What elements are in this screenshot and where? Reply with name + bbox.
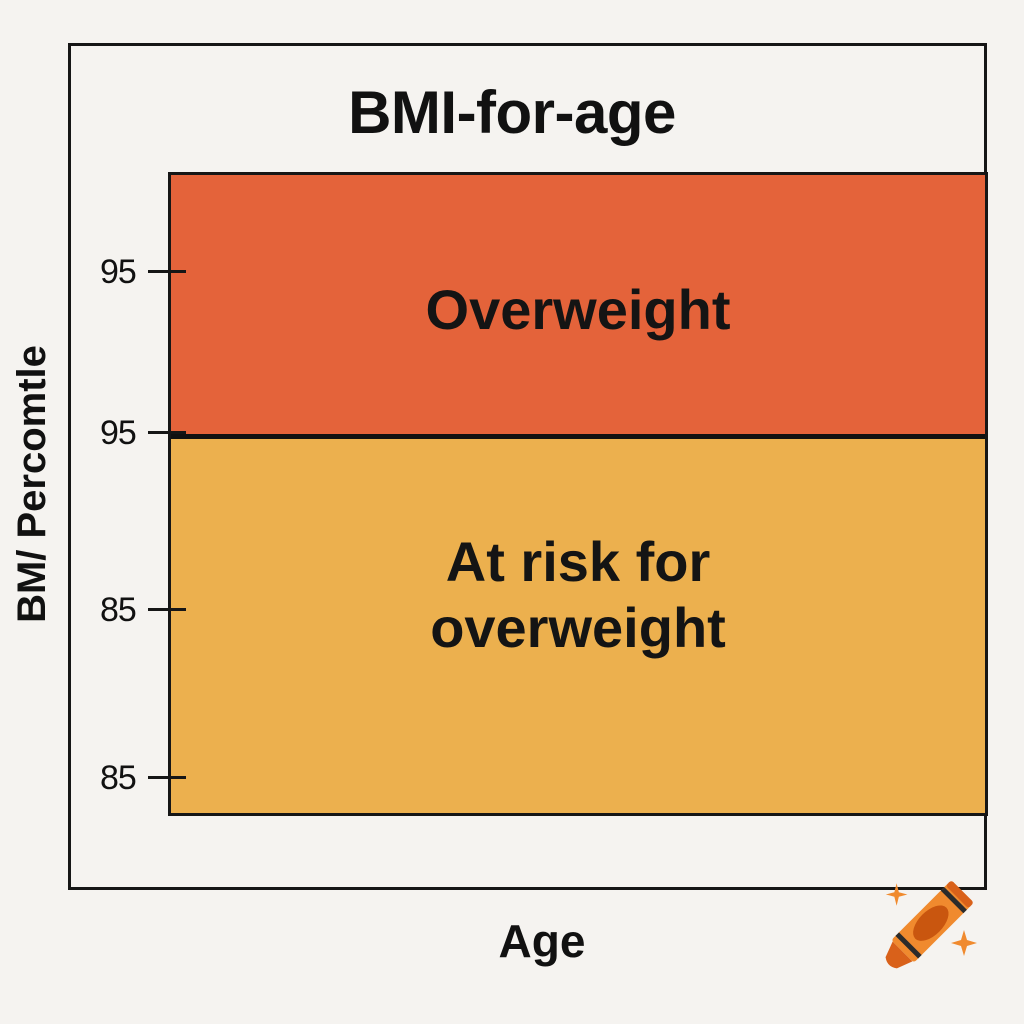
y-tick-mark <box>148 776 186 779</box>
band-at-risk: At risk for overweight <box>171 439 985 813</box>
band-label-line-2: overweight <box>430 596 726 659</box>
crayon-icon <box>866 866 986 986</box>
y-tick-label: 85 <box>100 591 137 629</box>
y-tick-mark <box>148 270 186 273</box>
plot-area: Overweight At risk for overweight <box>168 172 988 816</box>
band-label-overweight: Overweight <box>425 277 731 341</box>
y-tick-label: 95 <box>100 253 137 291</box>
y-tick: 85 <box>100 758 190 798</box>
chart-title: BMI-for-age <box>348 79 676 146</box>
band-label-line-1: At risk for <box>445 530 711 593</box>
y-tick-mark <box>148 431 186 434</box>
y-tick-label: 85 <box>100 759 137 797</box>
y-tick-label: 95 <box>100 414 137 452</box>
y-tick: 95 <box>100 252 190 292</box>
y-tick: 85 <box>100 590 190 630</box>
band-label-at-risk: At risk for overweight <box>430 529 726 661</box>
band-divider-line <box>171 434 985 439</box>
band-overweight: Overweight <box>171 175 985 434</box>
y-axis-label: BM/ Percomtle <box>10 345 54 623</box>
y-tick: 95 <box>100 413 190 453</box>
x-axis-label: Age <box>498 915 586 967</box>
y-tick-mark <box>148 608 186 611</box>
